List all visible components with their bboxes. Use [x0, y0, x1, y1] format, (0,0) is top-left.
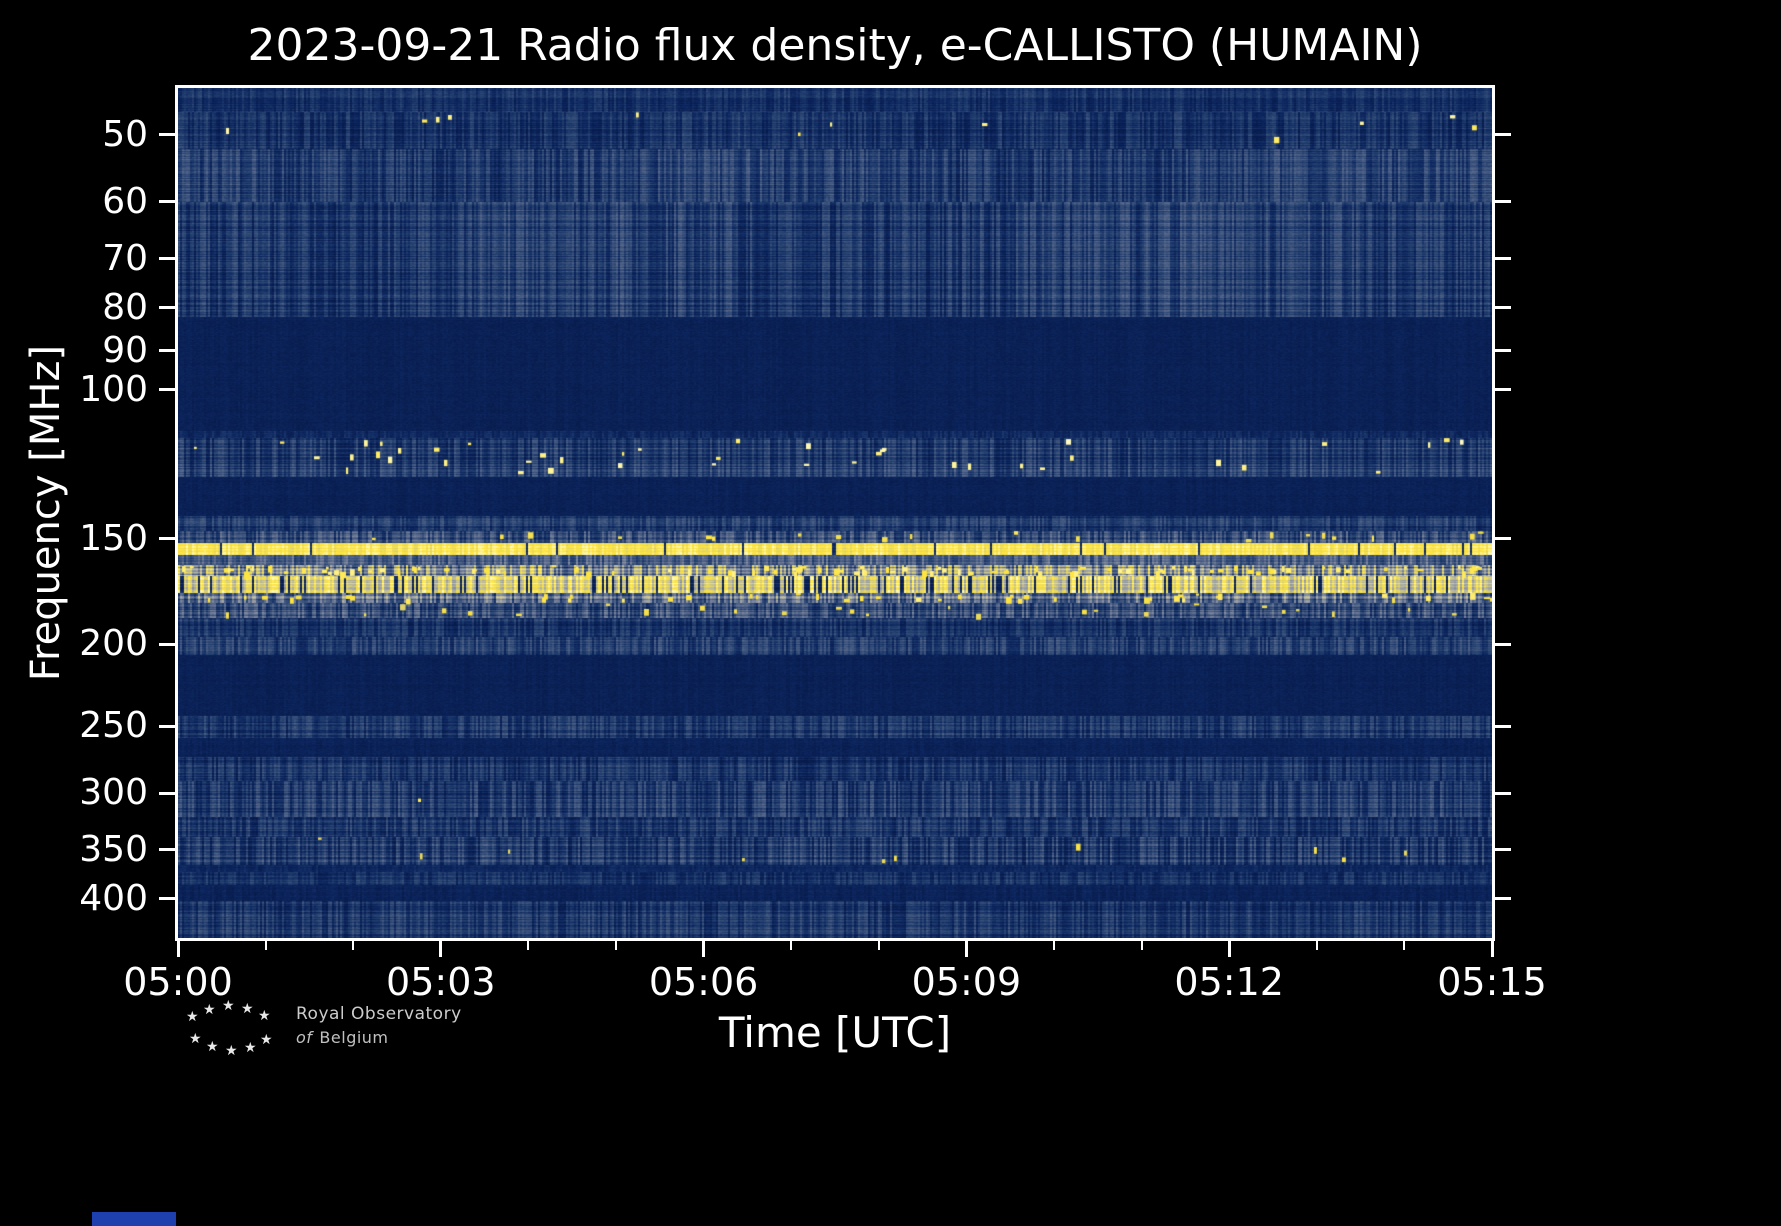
star-icon: ★: [189, 1031, 202, 1047]
y-tick-label: 60: [102, 180, 148, 222]
x-tick: [1490, 941, 1494, 957]
x-tick-label: 05:09: [911, 960, 1022, 1004]
y-tick-label: 300: [79, 772, 148, 814]
star-icon: ★: [258, 1008, 271, 1024]
y-tick-label: 50: [102, 113, 148, 155]
y-tick-label: 80: [102, 286, 148, 328]
y-tick-label: 250: [79, 705, 148, 747]
x-minor-tick: [877, 941, 880, 950]
x-tick: [439, 941, 443, 957]
y-tick: [159, 537, 175, 541]
y-tick: [159, 724, 175, 728]
y-tick: [159, 306, 175, 310]
y-tick-right: [1495, 257, 1511, 261]
x-tick-label: 05:00: [123, 960, 233, 1004]
x-minor-tick: [1403, 941, 1406, 950]
y-tick: [159, 848, 175, 852]
star-icon: ★: [260, 1032, 273, 1048]
y-tick-right: [1495, 642, 1511, 646]
y-tick-right: [1495, 388, 1511, 392]
y-tick-label: 70: [102, 237, 148, 279]
y-tick-right: [1495, 897, 1511, 901]
rob-logo: ★ ★ ★ ★ ★ ★ ★ ★ ★ ★ Royal Observatory of Belgium: [186, 998, 606, 1068]
x-minor-tick: [527, 941, 530, 950]
y-tick: [159, 388, 175, 392]
bottom-left-blue-box: [92, 1212, 176, 1226]
x-minor-tick: [352, 941, 355, 950]
x-minor-tick: [1140, 941, 1143, 950]
x-tick-label: 05:12: [1174, 960, 1284, 1004]
logo-text-belgium: Belgium: [319, 1028, 389, 1047]
y-tick-right: [1495, 200, 1511, 204]
x-minor-tick: [1315, 941, 1318, 950]
y-tick-right: [1495, 349, 1511, 353]
logo-text-line1: Royal Observatory: [296, 1004, 462, 1024]
y-tick-label: 350: [79, 828, 148, 870]
star-icon: ★: [241, 1001, 254, 1017]
star-icon: ★: [222, 998, 235, 1014]
x-tick-label: 05:15: [1437, 960, 1547, 1004]
y-tick-right: [1495, 306, 1511, 310]
y-tick: [159, 257, 175, 261]
plot-frame: [175, 85, 1495, 941]
y-tick-label: 150: [79, 517, 148, 559]
y-tick-right: [1495, 537, 1511, 541]
x-tick-label: 05:03: [386, 960, 496, 1004]
x-tick-label: 05:06: [648, 960, 759, 1004]
star-icon: ★: [186, 1009, 199, 1025]
star-icon: ★: [203, 1002, 216, 1018]
y-tick: [159, 349, 175, 353]
x-minor-tick: [615, 941, 617, 950]
chart-title: 2023-09-21 Radio flux density, e-CALLIST…: [247, 20, 1423, 71]
y-tick-right: [1495, 724, 1511, 728]
x-tick: [964, 941, 968, 957]
y-tick-right: [1495, 791, 1511, 795]
y-tick-label: 100: [79, 368, 148, 410]
y-tick-right: [1495, 133, 1511, 137]
x-axis-label: Time [UTC]: [718, 1008, 952, 1057]
y-tick: [159, 200, 175, 204]
x-tick: [176, 941, 180, 957]
y-tick-right: [1495, 848, 1511, 852]
x-tick: [702, 941, 706, 957]
star-icon: ★: [225, 1043, 238, 1059]
y-tick: [159, 791, 175, 795]
logo-text-line2: of Belgium: [296, 1028, 389, 1047]
y-tick-label: 200: [79, 623, 148, 665]
x-tick: [1227, 941, 1231, 957]
star-icon: ★: [206, 1039, 219, 1055]
spectrogram-canvas: [178, 88, 1492, 938]
logo-text-of: of: [296, 1028, 313, 1047]
star-icon: ★: [244, 1040, 257, 1056]
x-minor-tick: [1053, 941, 1055, 950]
y-tick-label: 400: [79, 877, 148, 919]
y-tick: [159, 897, 175, 901]
y-tick: [159, 642, 175, 646]
x-minor-tick: [264, 941, 267, 950]
y-tick: [159, 133, 175, 137]
x-minor-tick: [790, 941, 793, 950]
y-tick-label: 90: [102, 329, 148, 371]
